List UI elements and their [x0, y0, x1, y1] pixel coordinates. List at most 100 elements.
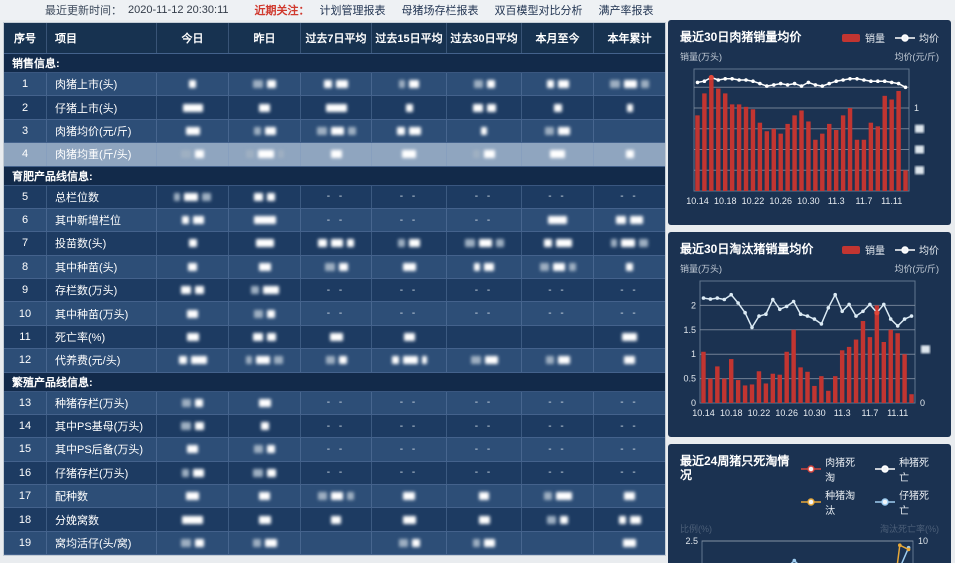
value-cell: [229, 391, 301, 414]
legend-item[interactable]: 种猪死亡: [875, 454, 939, 484]
svg-text:11.11: 11.11: [887, 408, 908, 418]
link-plan-report[interactable]: 计划管理报表: [319, 5, 386, 17]
chart-card-weekly-death-cull: 最近24周猪只死淘情况 肉猪死淘 种猪死亡 种猪淘汰 仔猪死亡 比例(%) 淘汰死亡率…: [668, 444, 951, 563]
value-cell: [447, 119, 522, 143]
link-full-capacity-report[interactable]: 满产率报表: [598, 5, 654, 17]
table-row[interactable]: 16 仔猪存栏(万头) - - - - - - - - - -: [4, 461, 665, 485]
table-row[interactable]: 19 窝均活仔(头/窝): [4, 531, 665, 556]
redacted-dash: - -: [326, 214, 346, 226]
table-row[interactable]: 17 配种数: [4, 485, 665, 509]
row-item-label: 代养费(元/头): [47, 349, 157, 372]
legend-item[interactable]: 均价: [895, 242, 939, 257]
value-cell: - -: [372, 279, 447, 302]
chart-plot[interactable]: 21.510.50 010.14 10.18 10.22 10.26 10.30 11.3 1…: [680, 277, 939, 429]
row-number: 15: [4, 438, 47, 461]
legend-line-dot-icon: [875, 465, 896, 473]
value-cell: [372, 349, 447, 372]
redacted-value-block: [254, 445, 263, 454]
row-number: 3: [4, 119, 47, 143]
value-cell: [522, 508, 594, 531]
legend-line-dot-icon: [875, 498, 896, 506]
redacted-value-block: [402, 356, 418, 365]
redacted-dash: - -: [326, 308, 346, 320]
legend-item[interactable]: 肉猪死淘: [801, 454, 865, 484]
redacted-value-block: [397, 126, 405, 135]
table-row[interactable]: 14 其中PS基母(万头) - - - - - - - - - -: [4, 414, 665, 439]
table-row[interactable]: 4 肉猪均重(斤/头): [4, 143, 665, 167]
legend-bar-icon: [842, 33, 860, 42]
redacted-value-block: [181, 286, 191, 295]
table-row[interactable]: 18 分娩窝数: [4, 508, 665, 532]
table-row[interactable]: 2 仔猪上市(头): [4, 96, 665, 120]
table-row[interactable]: 5 总栏位数 - - - - - - - - - -: [4, 185, 665, 209]
value-cell: - -: [522, 185, 594, 208]
redacted-value-block: [622, 332, 637, 341]
redacted-value-block: [484, 538, 495, 547]
table-row[interactable]: 3 肉猪均价(元/斤): [4, 119, 665, 144]
redacted-value-block: [403, 492, 415, 501]
table-row[interactable]: 6 其中新增栏位 - - - - - -: [4, 208, 665, 233]
column-header: 过去15日平均: [372, 23, 447, 53]
redacted-value-block: [190, 356, 207, 365]
redacted-value-block: [267, 468, 276, 477]
legend-item[interactable]: 仔猪死亡: [875, 487, 939, 517]
value-cell: [522, 531, 594, 555]
redacted-value-block: [539, 262, 549, 271]
legend-line-dot-icon: [801, 498, 822, 506]
table-row[interactable]: 8 其中种苗(头): [4, 255, 665, 279]
value-cell: [594, 120, 665, 142]
table-row[interactable]: 15 其中PS后备(万头) - - - - - - - - - -: [4, 438, 665, 462]
redacted-value-block: [610, 80, 620, 89]
legend-item[interactable]: 销量: [841, 242, 885, 257]
svg-text:10.18: 10.18: [714, 196, 737, 206]
value-cell: [522, 325, 594, 349]
table-row[interactable]: 13 种猪存栏(万头) - - - - - - - - - -: [4, 391, 665, 415]
redacted-dash: - -: [548, 443, 567, 455]
link-sow-farm-report[interactable]: 母猪场存栏报表: [401, 5, 479, 17]
redacted-dash: - -: [620, 467, 639, 479]
redacted-value-block: [252, 538, 261, 547]
redacted-dash: - -: [548, 397, 567, 409]
link-model-compare[interactable]: 双百模型对比分析: [494, 5, 583, 17]
value-cell: [229, 73, 301, 96]
value-cell: - -: [522, 461, 594, 484]
table-row[interactable]: 9 存栏数(万头) - - - - - - - - - -: [4, 279, 665, 303]
table-row[interactable]: 1 肉猪上市(头): [4, 73, 665, 97]
legend-item[interactable]: 种猪淘汰: [801, 487, 865, 517]
row-number: 8: [4, 255, 47, 278]
redacted-value-block: [405, 103, 413, 112]
redacted-value-block: [409, 126, 421, 135]
legend-item[interactable]: 均价: [895, 30, 939, 45]
chart-plot[interactable]: 1 10.14 10.18 10.22 10.26 10.30 11.3 11.7 11.11: [680, 65, 939, 217]
column-header: 昨日: [229, 23, 301, 53]
table-row[interactable]: 12 代养费(元/头): [4, 349, 665, 373]
table-row[interactable]: 11 死亡率(%): [4, 325, 665, 350]
legend-item[interactable]: 销量: [841, 30, 885, 45]
redacted-dash: - -: [620, 397, 639, 409]
value-cell: [301, 96, 372, 119]
value-cell: [594, 485, 665, 507]
value-cell: [447, 508, 522, 531]
value-cell: [301, 531, 372, 555]
value-cell: - -: [447, 208, 522, 232]
table-row[interactable]: 10 其中种苗(万头) - - - - - - - - - -: [4, 302, 665, 326]
redacted-value-block: [470, 356, 481, 365]
chart-plot[interactable]: 2.521.510.501086420: [680, 537, 939, 563]
redacted-value-block: [338, 356, 347, 365]
row-item-label: 配种数: [47, 485, 157, 508]
redacted-value-block: [331, 492, 343, 501]
redacted-dash: - -: [474, 467, 494, 479]
redacted-value-block: [181, 468, 189, 477]
table-row[interactable]: 7 投苗数(头): [4, 232, 665, 256]
value-cell: [301, 485, 372, 508]
svg-text:2.5: 2.5: [685, 537, 698, 546]
redacted-value-block: [402, 515, 416, 524]
value-cell: [229, 185, 301, 208]
redacted-value-block: [257, 150, 274, 159]
row-number: 4: [4, 143, 47, 166]
section-title: 繁殖产品线信息:: [12, 376, 93, 389]
section-title: 销售信息:: [12, 58, 60, 70]
redacted-value-block: [545, 126, 554, 135]
redacted-dash: - -: [474, 397, 494, 409]
redacted-value-block: [486, 103, 496, 112]
